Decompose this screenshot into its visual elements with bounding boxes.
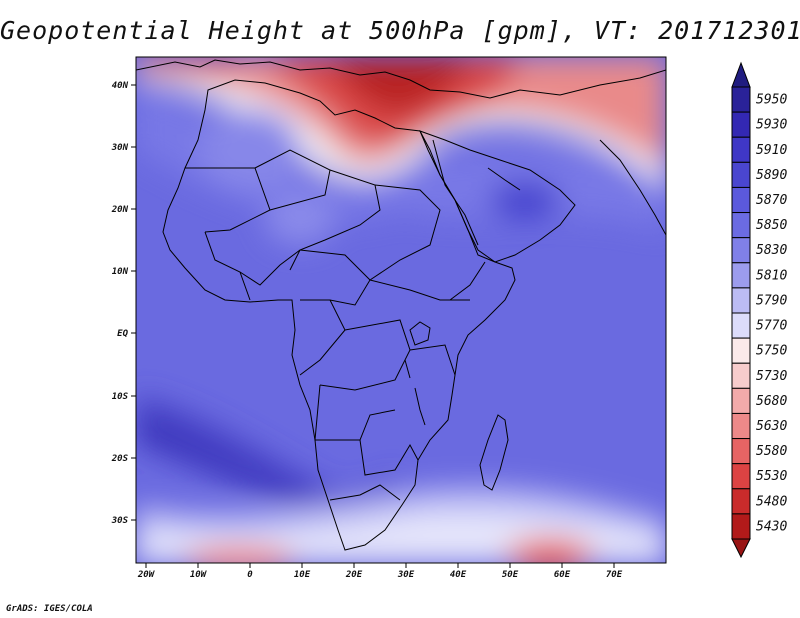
- colorbar-label: 5850: [756, 218, 787, 233]
- colorbar-label: 5950: [756, 93, 787, 108]
- lat-label: 30N: [111, 143, 129, 153]
- height-field: [136, 57, 666, 563]
- colorbar-label: 5910: [756, 143, 787, 158]
- colorbar-swatch: [731, 337, 751, 364]
- colorbar-label: 5480: [756, 494, 787, 509]
- longitude-axis: 20W 10W 0 10E 20E 30E 40E 50E 60E 70E: [137, 563, 623, 580]
- colorbar: 5950 5930 5910 5890 5870 5850 5830 5810 5790 5770…: [731, 61, 787, 559]
- colorbar-swatch: [731, 412, 751, 440]
- colorbar-label: 5770: [756, 319, 787, 334]
- lat-label: 20S: [111, 454, 129, 464]
- colorbar-swatch: [731, 86, 751, 113]
- colorbar-label: 5430: [756, 519, 787, 534]
- colorbar-labels: 5950 5930 5910 5890 5870 5850 5830 5810 5790 5770…: [756, 93, 787, 535]
- colorbar-swatch: [731, 463, 751, 490]
- map-title: Geopotential Height at 500hPa [gpm], VT:…: [0, 16, 800, 45]
- coastlines: [136, 59, 666, 551]
- lon-label: 60E: [554, 570, 571, 580]
- colorbar-label: 5730: [756, 369, 787, 384]
- colorbar-label: 5930: [756, 118, 787, 133]
- colorbar-swatch: [731, 186, 751, 214]
- colorbar-label: 5870: [756, 193, 787, 208]
- colorbar-swatch: [731, 387, 751, 414]
- lat-label: 10N: [112, 267, 129, 277]
- lon-label: 30E: [397, 570, 415, 580]
- colorbar-swatch: [731, 212, 751, 239]
- map-frame: [135, 56, 667, 564]
- colorbar-swatch: [731, 362, 751, 389]
- colorbar-label: 5680: [756, 394, 787, 409]
- colorbar-swatch: [731, 237, 751, 264]
- lon-label: 0: [247, 570, 253, 580]
- colorbar-label: 5830: [756, 243, 787, 258]
- lon-label: 20W: [137, 570, 156, 580]
- colorbar-bottom-arrow: [731, 538, 751, 559]
- lon-label: 20E: [345, 570, 363, 580]
- colorbar-label: 5890: [756, 168, 787, 183]
- colorbar-boxes: [731, 86, 751, 540]
- colorbar-swatch: [731, 111, 751, 138]
- lon-label: 40E: [450, 570, 467, 580]
- colorbar-label: 5810: [756, 268, 787, 283]
- lat-label: 20N: [111, 205, 129, 215]
- colorbar-label: 5630: [756, 419, 787, 434]
- latitude-axis: 40N 30N 20N 10N EQ 10S 20S 30S: [111, 81, 136, 526]
- lat-label: 40N: [112, 81, 129, 91]
- colorbar-label: 5530: [756, 469, 787, 484]
- colorbar-label: 5790: [756, 293, 787, 308]
- colorbar-swatch: [731, 136, 751, 163]
- colorbar-label: 5580: [756, 444, 787, 459]
- colorbar-swatch: [731, 438, 751, 465]
- lat-label: 10S: [112, 392, 129, 402]
- lon-label: 70E: [606, 570, 623, 580]
- colorbar-swatch: [731, 161, 751, 188]
- colorbar-label: 5750: [756, 344, 787, 359]
- lat-label: 30S: [111, 516, 129, 526]
- colorbar-top-arrow: [731, 61, 751, 88]
- footer-credit: GrADS: IGES/COLA: [6, 604, 93, 614]
- colorbar-swatch: [731, 312, 751, 339]
- lon-label: 50E: [502, 570, 519, 580]
- colorbar-swatch: [731, 287, 751, 314]
- lon-label: 10E: [294, 570, 311, 580]
- colorbar-swatch: [731, 262, 751, 289]
- colorbar-swatch: [731, 513, 751, 540]
- colorbar-swatch: [731, 488, 751, 515]
- lat-label: EQ: [117, 329, 128, 339]
- lon-label: 10W: [190, 570, 208, 580]
